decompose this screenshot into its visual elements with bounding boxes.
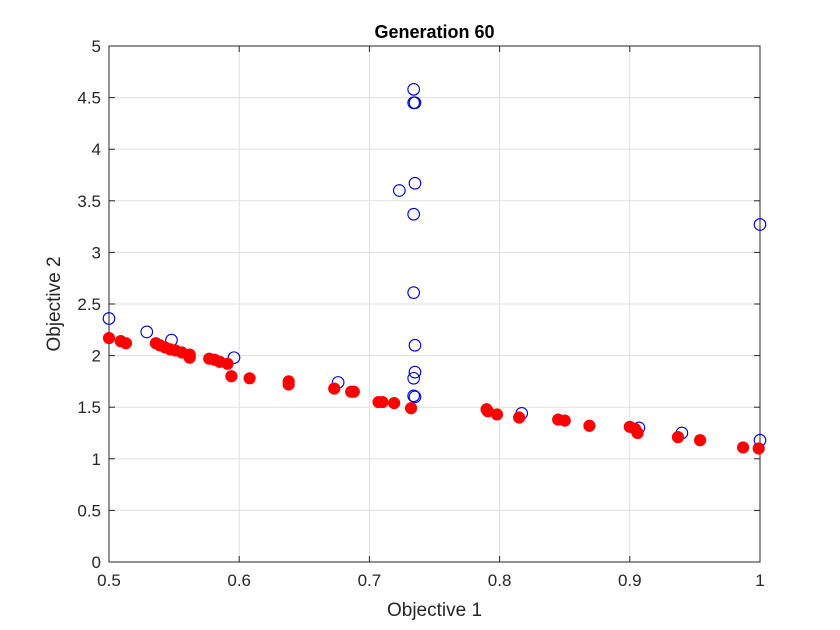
open-data-point	[407, 371, 421, 385]
x-axis-label: Objective 1	[387, 600, 482, 621]
open-data-point	[102, 312, 116, 325]
open-data-point	[407, 389, 421, 403]
filled-data-point	[225, 370, 238, 383]
filled-data-point	[752, 442, 765, 455]
x-tick-label: 0.8	[488, 571, 512, 590]
filled-data-point	[328, 382, 341, 395]
open-data-point	[407, 207, 421, 221]
filled-data-point	[404, 402, 418, 415]
filled-data-point	[736, 441, 750, 454]
y-tick-label: 3.5	[77, 192, 101, 211]
filled-data-point	[388, 396, 401, 410]
y-tick-label: 2.5	[77, 295, 101, 314]
filled-data-point	[513, 411, 526, 424]
y-axis-label: Objective 2	[44, 256, 65, 351]
x-tick-label: 1	[755, 571, 764, 590]
chart-title: Generation 60	[374, 22, 494, 42]
x-tick-label: 0.5	[97, 571, 121, 590]
open-data-point	[140, 325, 154, 339]
open-data-point	[227, 351, 241, 365]
axis-ticks: 0.5 0.6 0.7 0.8 0.9 100.511.522.533.544.55	[77, 37, 764, 590]
open-data-point	[753, 218, 767, 231]
grid	[108, 45, 761, 563]
x-tick-label: 0.9	[618, 571, 642, 590]
filled-data-point	[694, 434, 707, 447]
y-tick-label: 1	[92, 450, 101, 469]
filled-data-point	[671, 431, 685, 444]
filled-data-point	[631, 426, 644, 440]
filled-data-point	[490, 408, 504, 421]
filled-data-point	[221, 357, 234, 370]
open-data-point	[392, 184, 406, 197]
data-points	[102, 82, 767, 455]
open-data-point	[408, 96, 422, 110]
open-data-point	[407, 286, 421, 299]
open-data-point	[408, 338, 422, 352]
y-tick-label: 0	[92, 553, 101, 572]
filled-data-point	[376, 395, 389, 409]
y-tick-label: 1.5	[77, 398, 101, 417]
x-tick-label: 0.7	[358, 571, 382, 590]
filled-data-point	[347, 385, 360, 398]
filled-data-point	[119, 337, 133, 350]
open-data-point	[407, 82, 421, 96]
filled-data-point	[183, 351, 196, 364]
filled-data-point	[282, 378, 295, 391]
y-tick-label: 4.5	[77, 89, 101, 108]
filled-data-point	[243, 372, 256, 385]
y-tick-label: 3	[92, 243, 101, 262]
y-tick-label: 5	[92, 37, 101, 56]
y-tick-label: 4	[92, 140, 101, 159]
open-data-point	[408, 390, 422, 404]
filled-data-point	[583, 419, 596, 432]
filled-data-point	[102, 331, 116, 345]
y-tick-label: 2	[92, 347, 101, 366]
open-data-point	[408, 176, 422, 190]
y-tick-label: 0.5	[77, 501, 101, 520]
filled-data-point	[558, 414, 571, 427]
x-tick-label: 0.6	[227, 571, 251, 590]
open-data-point	[408, 365, 422, 379]
